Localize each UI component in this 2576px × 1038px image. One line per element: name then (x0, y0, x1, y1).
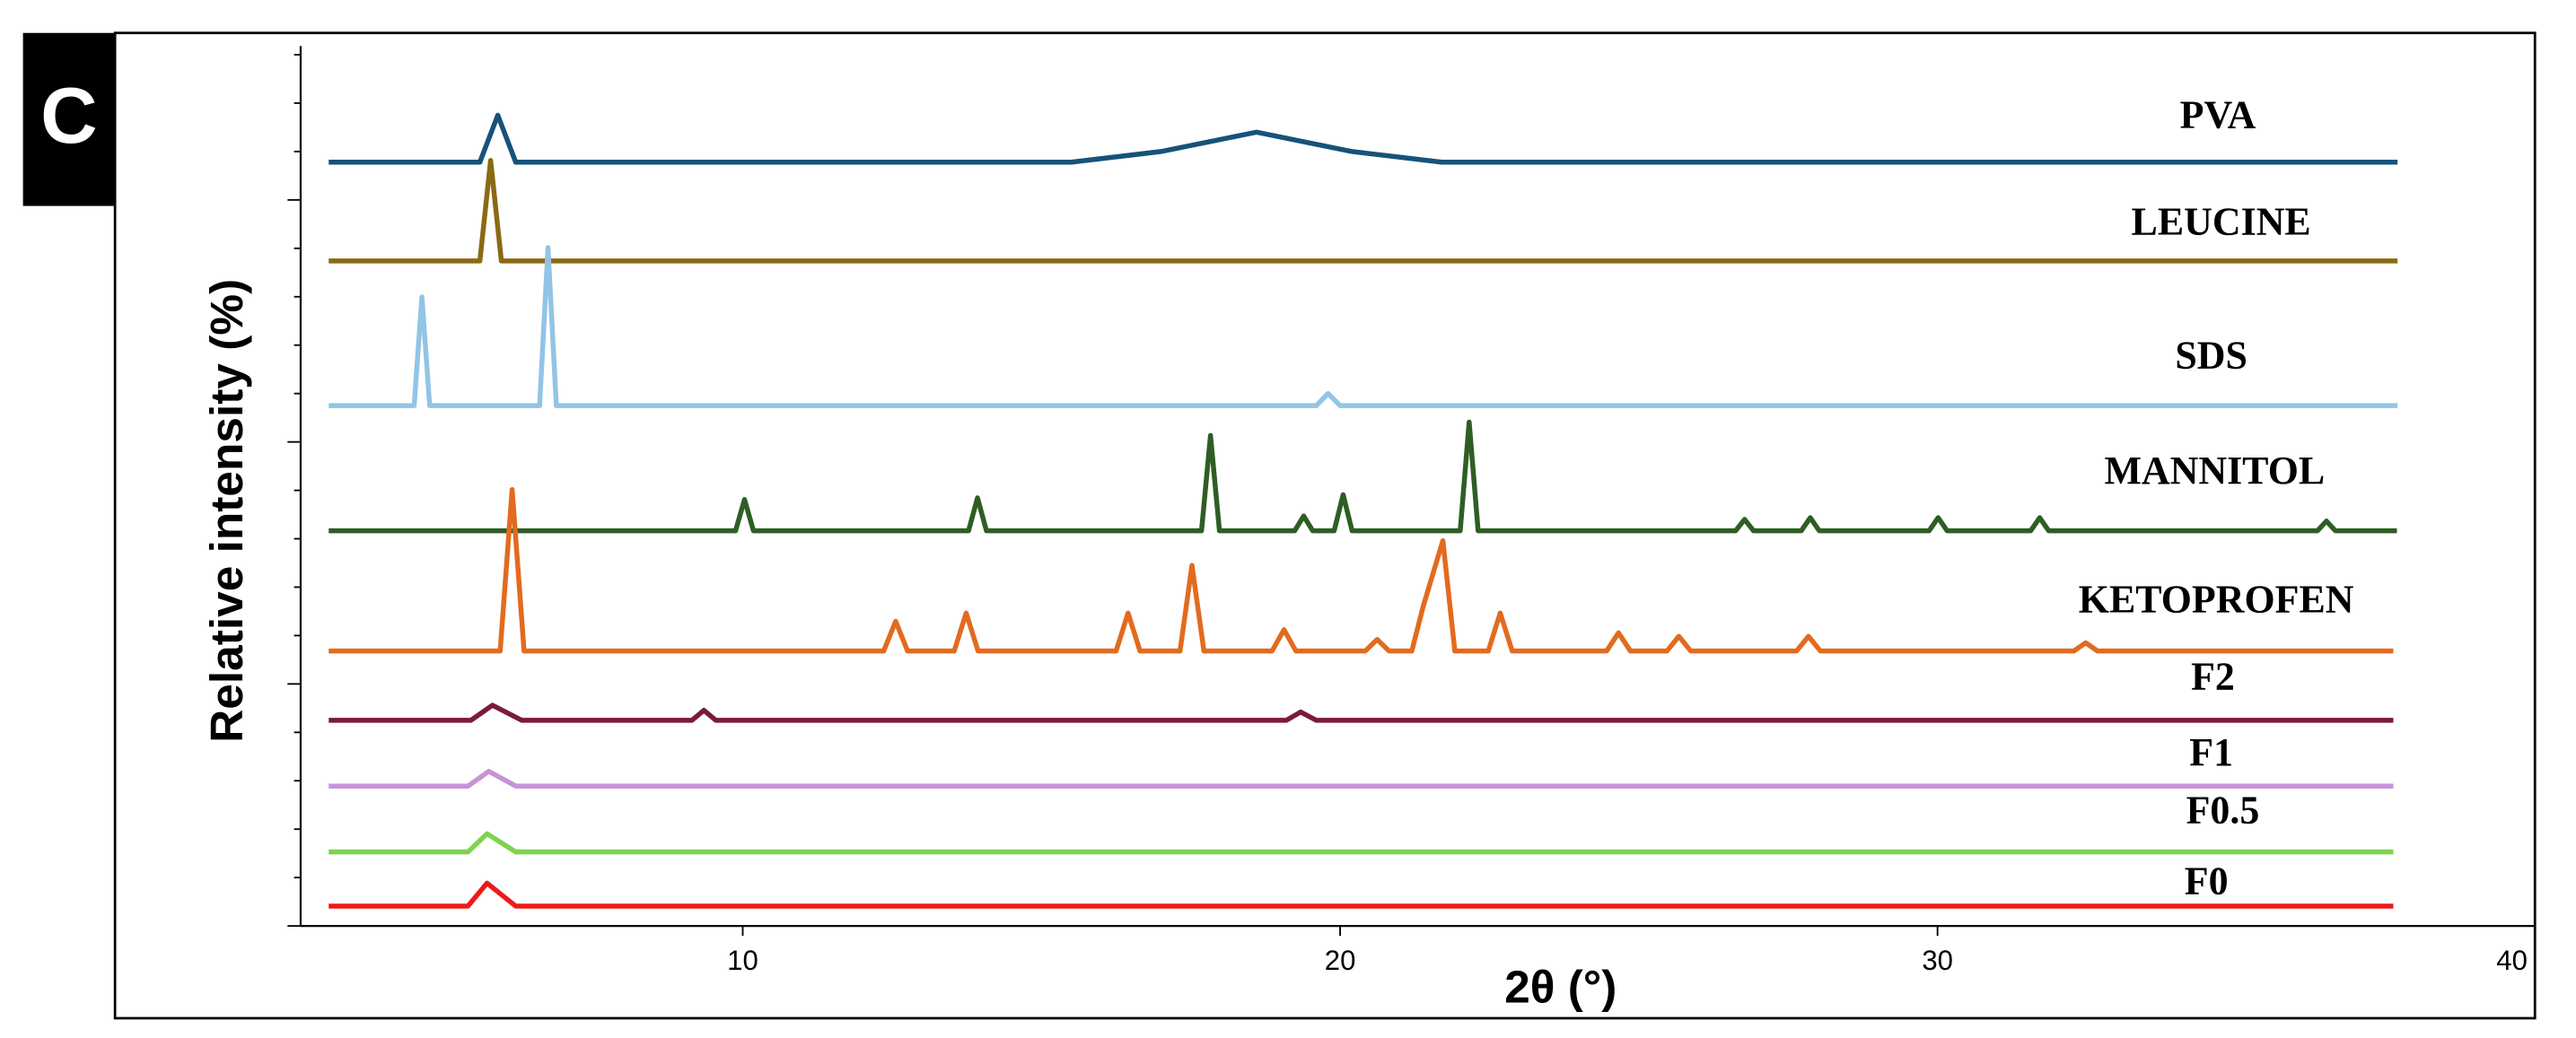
frame (113, 31, 2537, 1020)
series-label: SDS (2175, 333, 2247, 377)
series-label: LEUCINE (2132, 200, 2311, 244)
x-tick-label: 10 (727, 945, 758, 976)
x-tick-label: 30 (1922, 945, 1953, 976)
series-label: F0 (2185, 859, 2229, 903)
x-tick-label: 20 (1325, 945, 1356, 976)
series-label: F0.5 (2186, 788, 2260, 832)
series-line (329, 880, 2394, 909)
x-axis-title: 2θ (°) (1504, 961, 1617, 1012)
panel-label: C (40, 71, 97, 160)
series-label: MANNITOL (2104, 449, 2325, 493)
series-label: F2 (2191, 655, 2235, 699)
series-line (329, 245, 2398, 408)
series-line (329, 419, 2397, 534)
series-line (329, 158, 2398, 264)
panel-badge (22, 32, 116, 206)
x-tick-label: 40 (2496, 945, 2528, 976)
series-label: PVA (2180, 92, 2256, 136)
series-line (329, 112, 2398, 165)
series-line (329, 768, 2394, 789)
y-axis-title: Relative intensity (%) (201, 279, 252, 743)
series-label: F1 (2189, 730, 2233, 774)
series-line (329, 831, 2394, 855)
series-line (329, 487, 2394, 654)
series-label: KETOPROFEN (2079, 577, 2354, 621)
series-line (329, 702, 2394, 723)
